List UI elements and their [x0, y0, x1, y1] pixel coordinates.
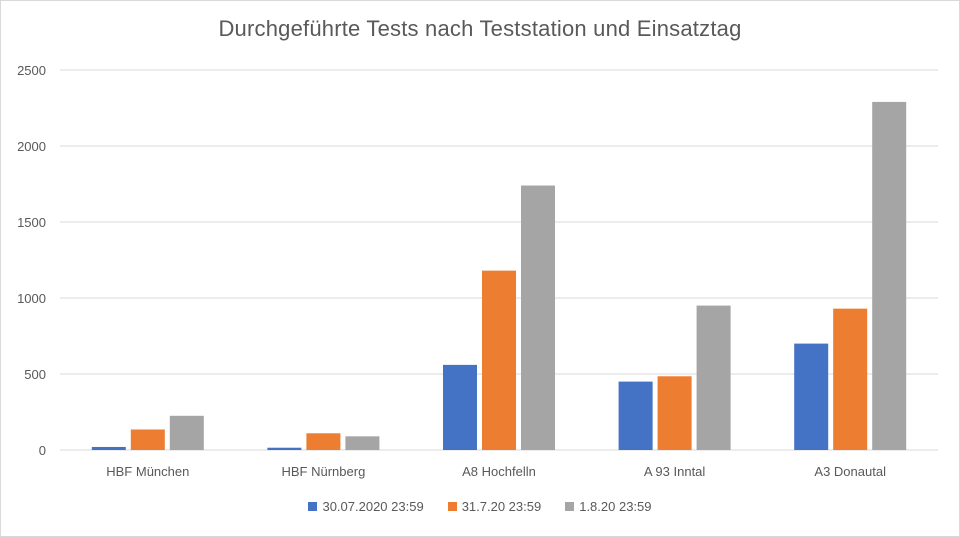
bar: [794, 343, 829, 450]
legend-label: 31.7.20 23:59: [461, 499, 542, 514]
legend-label: 1.8.20 23:59: [579, 499, 652, 514]
legend: 30.07.2020 23:59 31.7.20 23:59 1.8.20 23:5…: [0, 499, 960, 514]
bar: [696, 305, 731, 450]
x-category-label: HBF Nürnberg: [281, 464, 365, 479]
bar: [130, 429, 165, 450]
legend-swatch: [308, 502, 318, 511]
y-tick-label: 2500: [17, 63, 46, 78]
bar: [618, 381, 653, 450]
bar: [91, 446, 126, 450]
y-tick-label: 500: [24, 367, 46, 382]
legend-item: 31.7.20 23:59: [447, 499, 542, 514]
legend-swatch: [565, 502, 575, 511]
bar: [169, 415, 204, 450]
bar: [267, 447, 302, 450]
y-tick-label: 0: [39, 443, 46, 458]
x-axis: HBF München HBF Nürnberg A8 Hochfelln A 93 …: [106, 464, 886, 479]
y-axis: 0 500 1000 1500 2000 2500: [17, 63, 46, 458]
bar: [443, 364, 477, 450]
x-category-label: A3 Donautal: [814, 464, 886, 479]
legend-label: 30.07.2020 23:59: [322, 499, 424, 514]
bar: [482, 270, 516, 450]
bar: [872, 101, 907, 451]
legend-swatch: [447, 502, 457, 511]
x-category-label: A8 Hochfelln: [462, 464, 536, 479]
y-tick-label: 1000: [17, 291, 46, 306]
y-tick-label: 1500: [17, 215, 46, 230]
bar: [657, 376, 692, 450]
bar: [521, 185, 555, 450]
legend-item: 1.8.20 23:59: [565, 499, 652, 514]
bars: [91, 101, 907, 451]
x-category-label: HBF München: [106, 464, 189, 479]
bar: [833, 308, 868, 450]
bar: [306, 433, 341, 450]
x-category-label: A 93 Inntal: [644, 464, 706, 479]
chart-title: Durchgeführte Tests nach Teststation und…: [218, 16, 742, 41]
legend-item: 30.07.2020 23:59: [308, 499, 424, 514]
bar: [345, 436, 380, 450]
y-tick-label: 2000: [17, 139, 46, 154]
